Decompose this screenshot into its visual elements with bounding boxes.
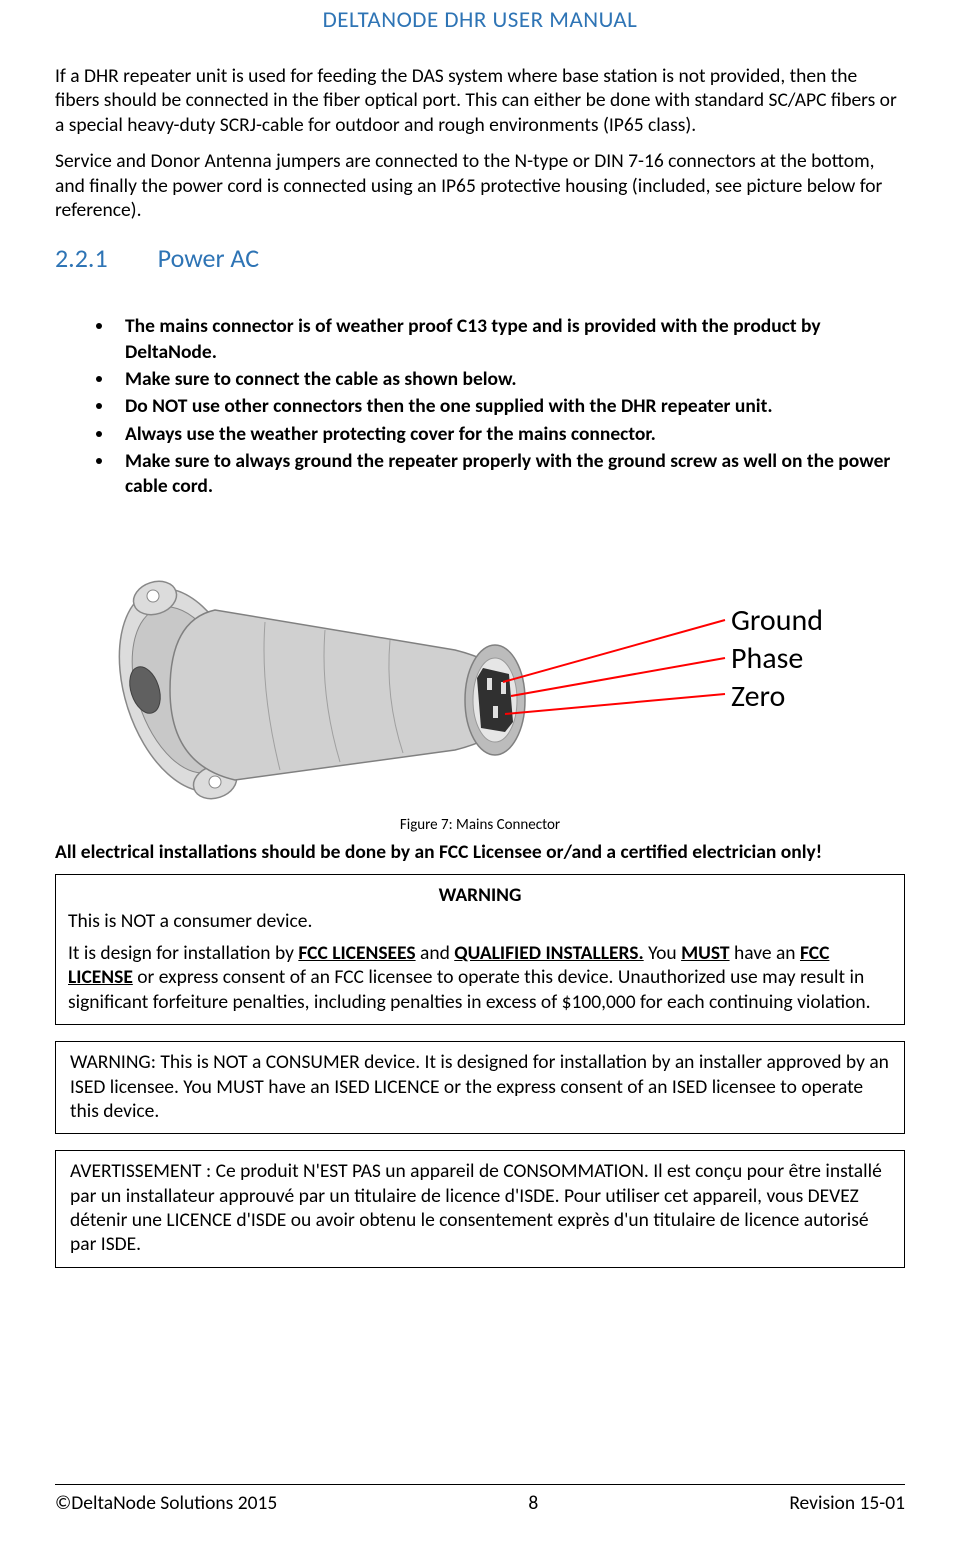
warning-ised-en-text: WARNING: This is NOT a CONSUMER device. … bbox=[70, 1050, 890, 1123]
callout-ground: Ground bbox=[731, 602, 823, 639]
list-item: Make sure to connect the cable as shown … bbox=[115, 367, 905, 392]
intro-paragraph-2: Service and Donor Antenna jumpers are co… bbox=[55, 149, 905, 222]
footer-page-number: 8 bbox=[528, 1491, 538, 1515]
figure-mains-connector: Ground Phase Zero bbox=[55, 510, 905, 820]
list-item: Always use the weather protecting cover … bbox=[115, 422, 905, 447]
list-item: Do NOT use other connectors then the one… bbox=[115, 394, 905, 419]
section-heading: 2.2.1 Power AC bbox=[55, 242, 905, 274]
page-header-title: DELTANODE DHR USER MANUAL bbox=[55, 0, 905, 64]
warning-box-fcc: WARNING This is NOT a consumer device. I… bbox=[55, 874, 905, 1026]
section-number: 2.2.1 bbox=[55, 242, 108, 274]
footer-revision: Revision 15-01 bbox=[789, 1491, 905, 1515]
bullet-list: The mains connector is of weather proof … bbox=[55, 314, 905, 499]
list-item: Make sure to always ground the repeater … bbox=[115, 449, 905, 500]
list-item: The mains connector is of weather proof … bbox=[115, 314, 905, 365]
electrician-notice: All electrical installations should be d… bbox=[55, 840, 905, 864]
warning-line-1: This is NOT a consumer device. bbox=[68, 909, 892, 933]
warning-box-ised-fr: AVERTISSEMENT : Ce produit N'EST PAS un … bbox=[55, 1150, 905, 1268]
footer-rule bbox=[55, 1484, 905, 1485]
footer-copyright: ©DeltaNode Solutions 2015 bbox=[55, 1491, 277, 1515]
warning-title: WARNING bbox=[68, 883, 892, 907]
callout-zero: Zero bbox=[731, 678, 785, 715]
warning-box-ised-en: WARNING: This is NOT a CONSUMER device. … bbox=[55, 1041, 905, 1134]
warning-line-2: It is design for installation by FCC LIC… bbox=[68, 941, 892, 1014]
callout-phase: Phase bbox=[731, 640, 803, 677]
section-title: Power AC bbox=[158, 242, 259, 274]
page-footer: ©DeltaNode Solutions 2015 8 Revision 15-… bbox=[55, 1491, 905, 1515]
warning-ised-fr-text: AVERTISSEMENT : Ce produit N'EST PAS un … bbox=[70, 1159, 890, 1257]
intro-paragraph-1: If a DHR repeater unit is used for feedi… bbox=[55, 64, 905, 137]
